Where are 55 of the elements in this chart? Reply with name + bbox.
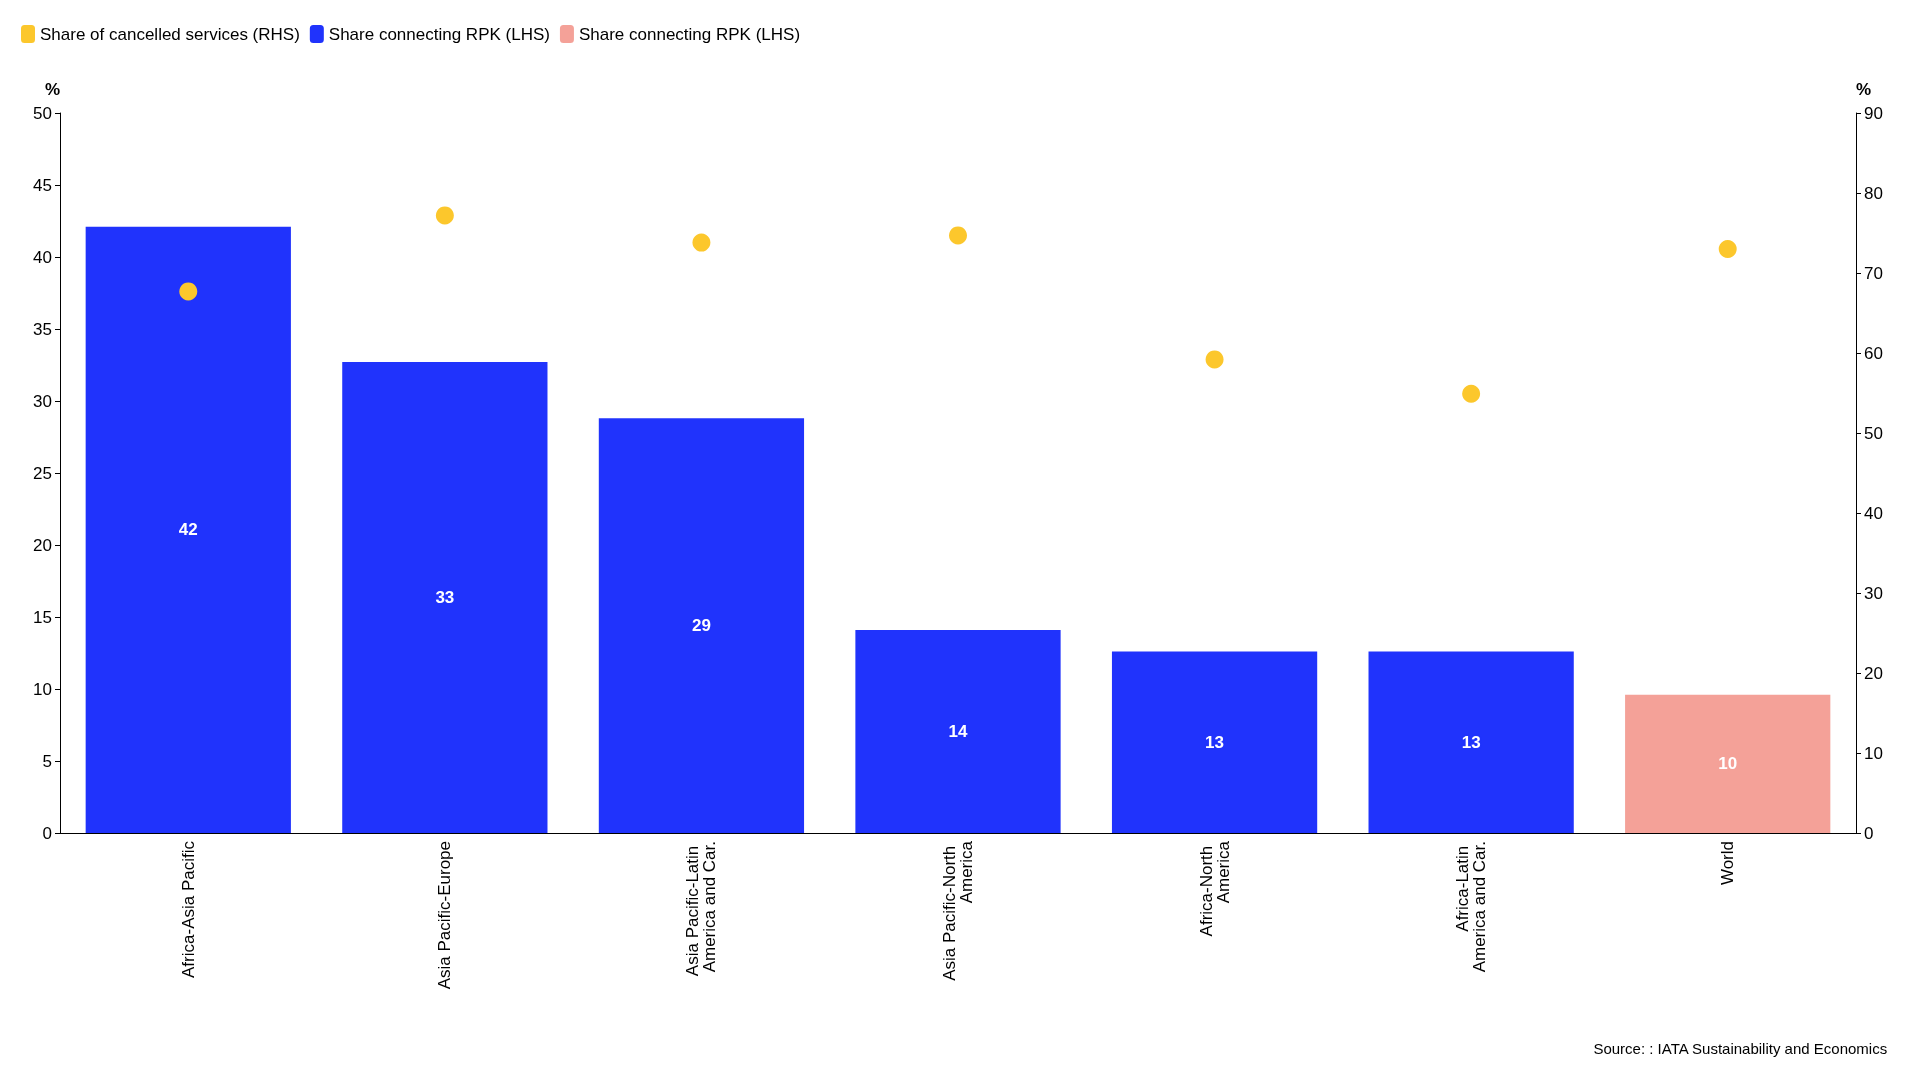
y-tick-label: 35 [33, 319, 52, 339]
x-tick-label: Asia Pacific-Europe [435, 841, 455, 990]
y2-axis-title: % [1856, 80, 1872, 99]
y-tick-label: 50 [33, 103, 52, 123]
y2-tick-label: 10 [1864, 743, 1883, 763]
point [1205, 350, 1224, 369]
y-tick-label: 15 [33, 607, 52, 627]
point [435, 206, 454, 225]
data-label: 33 [435, 588, 455, 608]
y-axis-title: % [44, 80, 60, 99]
bar [342, 362, 548, 833]
data-label: 14 [948, 721, 968, 741]
bar [855, 629, 1061, 833]
y2-tick-label: 80 [1864, 183, 1883, 203]
point [1718, 240, 1737, 258]
bar [598, 418, 805, 833]
y2-tick-label: 60 [1864, 343, 1883, 363]
data-label: 10 [1718, 754, 1738, 774]
x-tick-label: Asia Pacific-Latin America and Car. [683, 841, 720, 977]
y-tick-label: 30 [33, 391, 52, 411]
source-note: Source: : IATA Sustainability and Economics [1593, 1040, 1888, 1057]
legend-label: Share connecting RPK (LHS) [578, 24, 801, 44]
y-tick-label: 20 [33, 535, 52, 555]
y-tick-label: 5 [42, 751, 52, 771]
point [1462, 384, 1481, 403]
y2-tick-label: 0 [1864, 823, 1874, 843]
point [692, 233, 711, 252]
y-tick-label: 25 [33, 463, 52, 483]
bar [85, 226, 291, 833]
x-tick-label: Africa-Latin America and Car. [1453, 841, 1490, 973]
data-label: 29 [691, 616, 711, 636]
point [179, 282, 198, 301]
bar [1368, 651, 1574, 833]
y-tick-label: 40 [33, 247, 52, 267]
y2-tick-label: 50 [1864, 423, 1883, 443]
bar [1111, 651, 1318, 833]
x-tick-label: Africa-Asia Pacific [178, 840, 198, 978]
y-tick-label: 0 [42, 823, 52, 843]
x-tick-label: World [1718, 841, 1738, 886]
y2-tick-label: 70 [1864, 263, 1883, 283]
legend-label: Share connecting RPK (LHS) [328, 24, 550, 44]
legend-label: Share of cancelled services (RHS) [40, 24, 300, 44]
data-label: 42 [178, 520, 198, 540]
data-label: 13 [1205, 732, 1225, 752]
point [949, 226, 967, 245]
bar [1625, 694, 1831, 833]
y-tick-label: 45 [33, 175, 52, 195]
data-label: 13 [1461, 732, 1481, 752]
y2-tick-label: 30 [1864, 583, 1883, 603]
y2-tick-label: 20 [1864, 663, 1883, 683]
y-tick-label: 10 [33, 679, 52, 699]
x-tick-label: Africa-North America [1196, 840, 1233, 937]
y2-tick-label: 90 [1864, 103, 1883, 123]
x-tick-label: Asia Pacific-North America [940, 840, 976, 981]
y2-tick-label: 40 [1864, 503, 1883, 523]
